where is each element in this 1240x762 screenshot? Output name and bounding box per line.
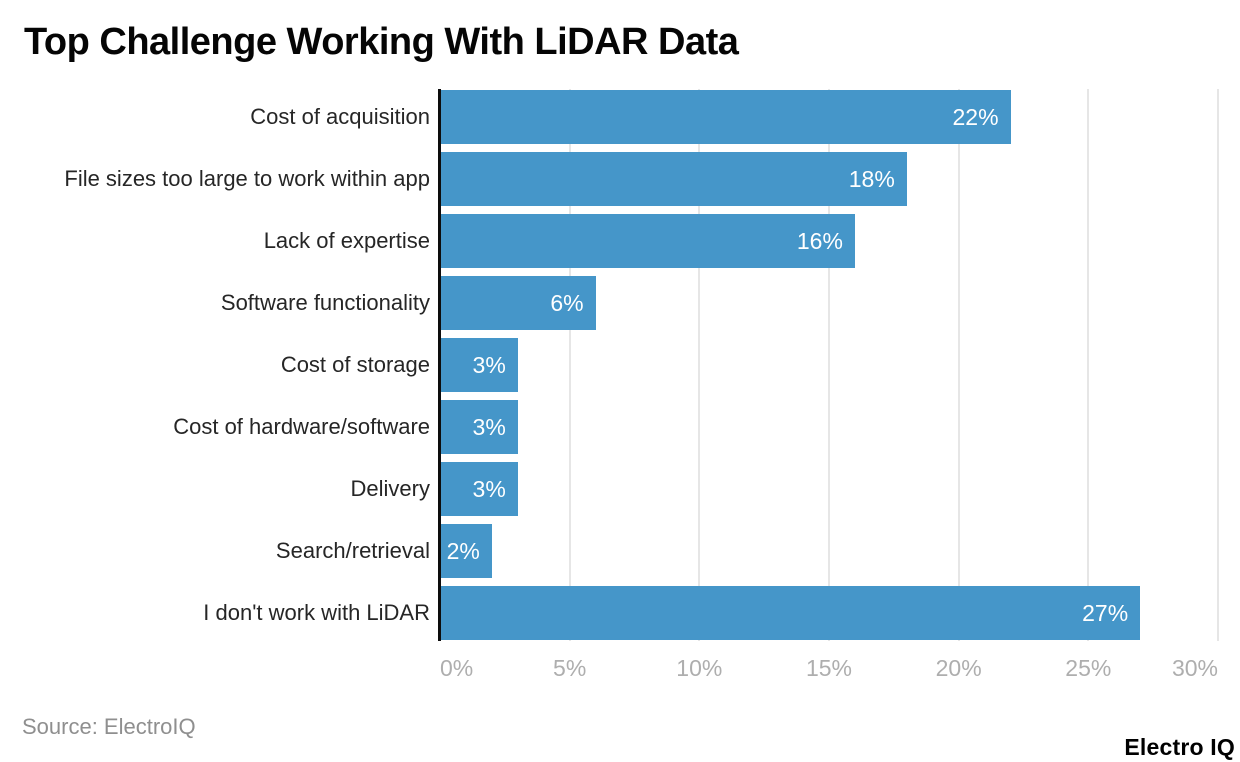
chart-title: Top Challenge Working With LiDAR Data [24,21,739,63]
bar-value-label: 22% [952,103,999,130]
bar: 3% [440,400,518,454]
gridline-5% [568,89,571,641]
bar: 3% [440,338,518,392]
bar: 22% [440,90,1011,144]
gridline-15% [828,89,830,641]
y-axis-line [438,89,441,641]
x-tick-label: 20% [935,655,982,681]
category-label: Cost of hardware/software [173,414,430,439]
bar-value-label: 3% [472,351,506,378]
source-note: Source: ElectroIQ [22,714,196,739]
brand-logo: Electro IQ [1124,734,1235,760]
bar-value-label: 2% [446,537,480,564]
x-tick-label: 5% [553,655,587,681]
category-label: Software functionality [220,290,430,315]
bar-value-label: 3% [472,475,506,502]
bar-value-label: 3% [472,413,506,440]
x-tick-label: 15% [805,655,853,681]
category-label: I don't work with LiDAR [203,600,430,625]
x-tick-label: 0% [440,655,474,681]
bar: 16% [440,214,855,268]
category-label: Delivery [350,476,430,501]
bar-value-label: 6% [550,289,584,316]
bar: 18% [440,152,907,206]
bar-value-label: 27% [1082,599,1129,626]
bar: 2% [440,524,492,578]
bar-value-label: 16% [796,227,843,254]
category-label: Cost of storage [280,352,430,377]
gridline-30% [1217,89,1219,641]
gridline-25% [1087,89,1090,641]
bar: 27% [440,586,1141,640]
gridline-10% [698,89,701,641]
bar: 3% [440,462,518,516]
x-tick-label: 10% [676,655,723,681]
category-label: Search/retrieval [275,538,430,563]
category-label: File sizes too large to work within app [64,166,430,191]
gridline-20% [957,89,960,641]
x-tick-label: 25% [1065,655,1112,681]
category-label: Lack of expertise [263,228,430,253]
bar-value-label: 18% [848,165,895,192]
category-label: Cost of acquisition [250,104,430,129]
x-tick-label: 30% [1171,655,1218,681]
bar: 6% [440,276,596,330]
